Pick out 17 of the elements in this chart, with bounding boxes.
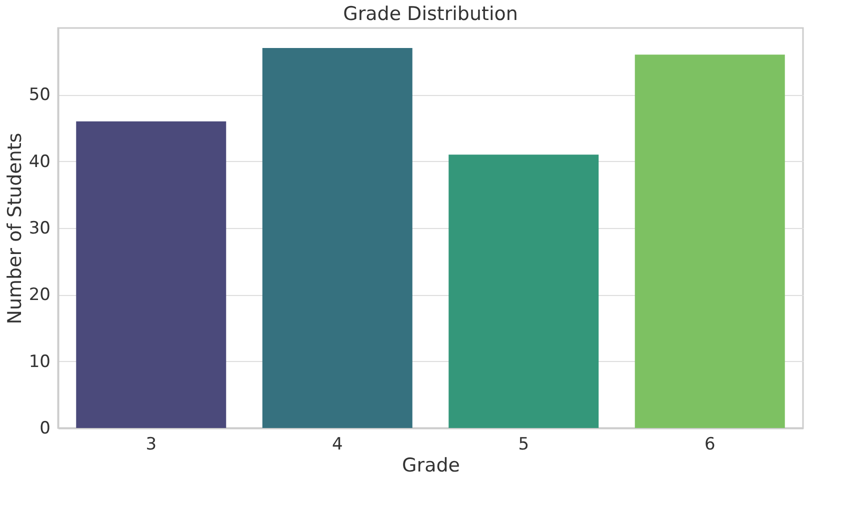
x-tick-label: 3 xyxy=(146,434,157,454)
bar xyxy=(76,121,226,428)
x-tick-label: 6 xyxy=(704,434,716,454)
y-tick-label: 40 xyxy=(28,152,50,172)
bar xyxy=(262,48,412,428)
x-axis-title: Grade xyxy=(402,454,460,476)
x-tick-label: 4 xyxy=(332,434,343,454)
bar xyxy=(634,54,785,428)
chart-title: Grade Distribution xyxy=(343,3,518,25)
y-axis-title: Number of Students xyxy=(4,132,26,324)
y-tick-label: 30 xyxy=(28,218,50,238)
y-tick-label: 0 xyxy=(40,418,50,438)
y-tick-label: 10 xyxy=(28,352,50,372)
y-tick-label: 50 xyxy=(28,85,50,106)
bar xyxy=(448,154,599,428)
y-tick-label: 20 xyxy=(28,285,50,306)
x-tick-label: 5 xyxy=(518,434,530,454)
